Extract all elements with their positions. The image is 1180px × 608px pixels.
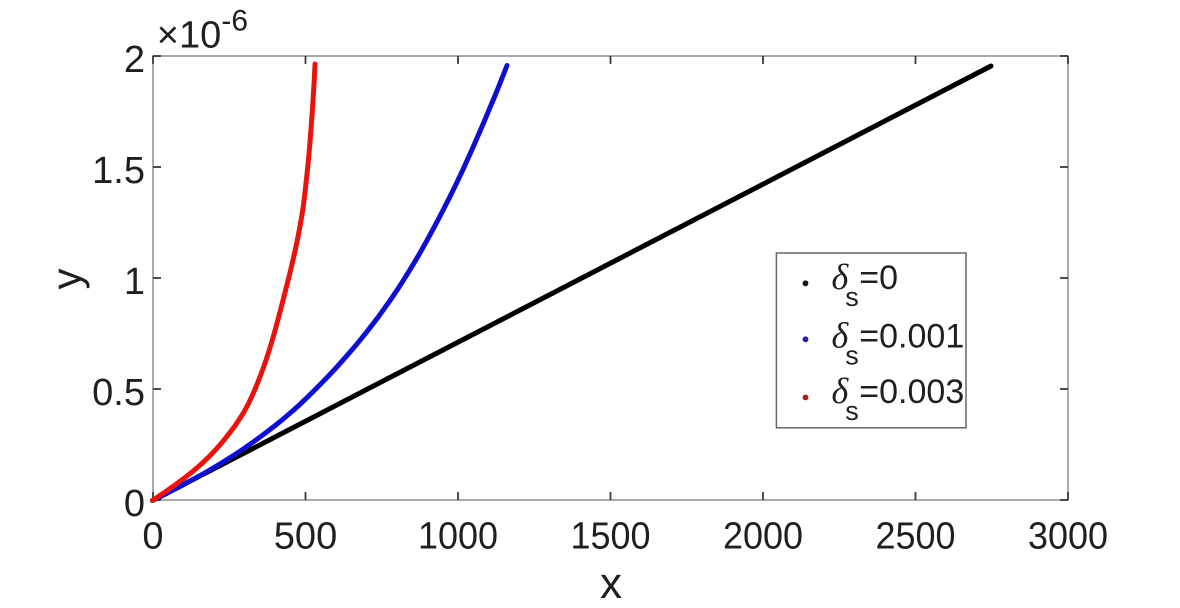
- svg-text:s: s: [845, 282, 859, 312]
- svg-text:s: s: [845, 340, 859, 370]
- svg-text:0: 0: [142, 516, 163, 558]
- svg-text:×10: ×10: [157, 15, 221, 57]
- svg-text:y: y: [43, 269, 90, 290]
- svg-text:s: s: [845, 396, 859, 426]
- svg-text:x: x: [600, 559, 622, 608]
- svg-text:=0.001: =0.001: [859, 317, 964, 355]
- svg-text:0: 0: [124, 483, 145, 525]
- svg-text:-6: -6: [221, 5, 248, 38]
- svg-text:δ: δ: [832, 315, 850, 355]
- svg-text:=0.003: =0.003: [859, 373, 964, 411]
- svg-text:1000: 1000: [418, 516, 498, 558]
- svg-text:1: 1: [124, 261, 145, 303]
- svg-text:0.5: 0.5: [92, 372, 145, 414]
- svg-text:=0: =0: [859, 259, 898, 297]
- svg-text:δ: δ: [832, 371, 850, 411]
- svg-text:2000: 2000: [723, 516, 803, 558]
- svg-text:3000: 3000: [1028, 516, 1108, 558]
- svg-text:500: 500: [274, 516, 337, 558]
- svg-text:1.5: 1.5: [92, 150, 145, 192]
- svg-text:1500: 1500: [571, 516, 651, 558]
- svg-text:δ: δ: [832, 257, 850, 297]
- svg-text:2: 2: [124, 39, 145, 81]
- svg-text:2500: 2500: [876, 516, 956, 558]
